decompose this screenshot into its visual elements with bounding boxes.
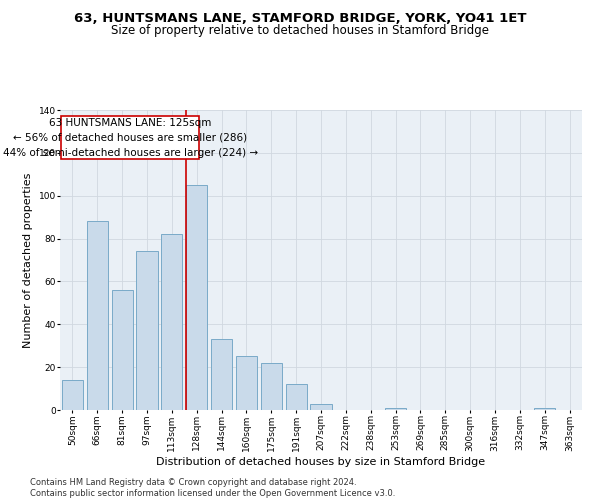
Text: Contains HM Land Registry data © Crown copyright and database right 2024.
Contai: Contains HM Land Registry data © Crown c… [30, 478, 395, 498]
Bar [261, 363, 282, 410]
Bar [211, 340, 232, 410]
Bar [136, 252, 158, 410]
Bar [161, 234, 182, 410]
Text: 63 HUNTSMANS LANE: 125sqm
← 56% of detached houses are smaller (286)
44% of semi: 63 HUNTSMANS LANE: 125sqm ← 56% of detac… [2, 118, 258, 158]
Bar [62, 380, 83, 410]
Y-axis label: Number of detached properties: Number of detached properties [23, 172, 33, 348]
X-axis label: Distribution of detached houses by size in Stamford Bridge: Distribution of detached houses by size … [157, 458, 485, 468]
Bar [534, 408, 555, 410]
Text: 63, HUNTSMANS LANE, STAMFORD BRIDGE, YORK, YO41 1ET: 63, HUNTSMANS LANE, STAMFORD BRIDGE, YOR… [74, 12, 526, 26]
Bar [186, 185, 207, 410]
Bar [112, 290, 133, 410]
FancyBboxPatch shape [61, 116, 199, 160]
Text: Size of property relative to detached houses in Stamford Bridge: Size of property relative to detached ho… [111, 24, 489, 37]
Bar [286, 384, 307, 410]
Bar [236, 356, 257, 410]
Bar [87, 222, 108, 410]
Bar [310, 404, 332, 410]
Bar [385, 408, 406, 410]
